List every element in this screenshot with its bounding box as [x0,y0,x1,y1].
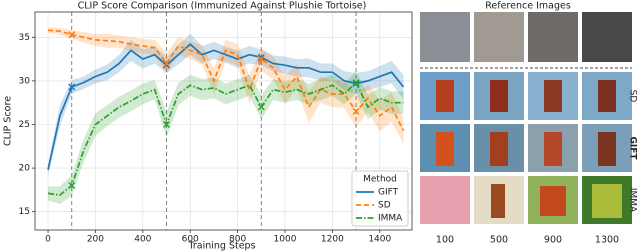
point-marker [352,79,360,87]
series-line [47,81,404,197]
point-marker [68,182,76,190]
x-tick-label: 0 [45,235,51,245]
column-label: 500 [490,235,508,246]
legend-label: GIFT [378,188,399,198]
image-object [592,184,622,218]
row-label: GIFT [628,136,638,160]
legend-label: SD [378,201,391,211]
point-marker [257,55,265,63]
series-line [47,29,405,131]
y-tick-label: 30 [19,76,31,86]
y-tick-label: 15 [19,207,30,217]
point-marker [163,59,171,67]
legend-box [351,170,409,227]
legend-label: IMMA [378,214,403,224]
y-axis-label: CLIP Score [3,96,14,146]
legend: Method GIFT SD IMMA [351,170,409,227]
plot-frame [34,11,413,231]
row-label: IMMA [628,188,638,213]
error-band [48,71,404,204]
image-object [540,186,566,216]
point-marker [68,83,76,91]
x-tick-label: 800 [229,235,246,245]
image-object [598,132,616,166]
x-axis-label: Training Steps [187,241,255,252]
point-marker [163,120,171,128]
legend-title: Method [363,175,397,185]
column-label: 1300 [595,235,619,246]
y-tick-label: 20 [19,164,31,174]
plot: 15 20 25 30 35 0 200 400 600 800 1000 1200 1400 Metho… [19,12,412,245]
series-line [47,43,405,171]
image-object [490,132,508,166]
x-tick-label: 200 [87,235,104,245]
column-label: 900 [544,235,562,246]
point-marker [163,61,171,69]
reference-image [528,12,578,62]
generated-image [420,176,470,224]
point-marker [257,103,265,111]
x-tick-label: 1200 [321,235,344,245]
image-object [544,132,562,166]
reference-image [582,12,632,62]
reference-image [420,12,470,62]
image-object [491,184,505,218]
image-object [544,80,562,112]
panel-title: Reference Images [485,1,571,12]
x-tick-label: 600 [182,235,199,245]
point-marker [352,107,360,115]
x-tick-label: 1400 [368,235,391,245]
row-label: SD [628,90,638,103]
image-object [490,80,508,112]
x-tick-label: 400 [134,235,151,245]
image-object [436,132,454,166]
image-panel: Reference Images SD GIFT IMMA 100 500 [420,1,638,246]
x-tick-label: 1000 [274,235,297,245]
image-object [436,80,454,112]
point-marker [68,31,76,39]
y-tick-label: 35 [19,33,30,43]
column-label: 100 [436,235,454,246]
image-object [598,80,616,112]
chart-title: CLIP Score Comparison (Immunized Against… [78,1,367,12]
reference-image [474,12,524,62]
point-marker [257,53,265,61]
y-tick-label: 25 [19,120,30,130]
